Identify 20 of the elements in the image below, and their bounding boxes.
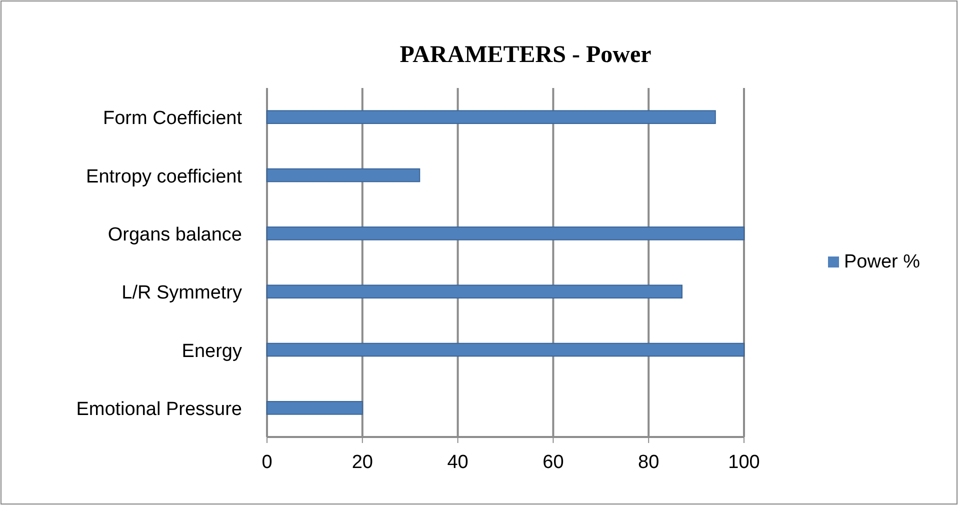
bar: [266, 226, 744, 240]
bar: [266, 342, 744, 357]
x-tick-label: 40: [447, 452, 468, 473]
x-tick-label: 80: [638, 452, 660, 473]
x-tick-label: 60: [542, 452, 564, 473]
legend-label: Power %: [844, 252, 920, 272]
y-tick-label: Emotional Pressure: [76, 398, 242, 420]
y-tick-label: Organs balance: [108, 224, 242, 246]
y-tick-label: L/R Symmetry: [122, 282, 242, 304]
bar: [266, 110, 716, 124]
y-tick-label: Form Coefficient: [102, 108, 243, 130]
bar: [266, 401, 363, 415]
x-tick-label: 100: [728, 452, 760, 473]
x-tick-label: 0: [262, 452, 272, 473]
chart-title: PARAMETERS - Power: [400, 42, 652, 68]
bar: [266, 284, 682, 298]
y-tick-label: Entropy coefficient: [86, 166, 243, 188]
y-tick-label: Energy: [182, 340, 242, 362]
bar: [266, 168, 420, 182]
x-tick-label: 20: [352, 452, 373, 473]
